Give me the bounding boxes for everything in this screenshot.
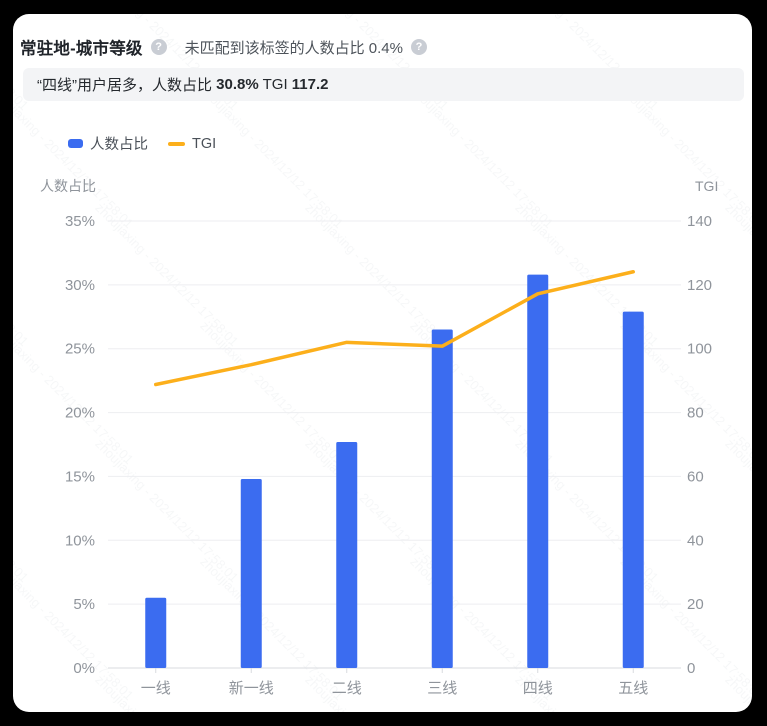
- bar-series-swatch-icon: [68, 139, 83, 148]
- question-mark-icon[interactable]: ?: [410, 39, 427, 55]
- legend-item-tgi[interactable]: TGI: [168, 136, 216, 152]
- unmatched-note: 未匹配到该标签的人数占比 0.4%: [184, 39, 403, 57]
- x-axis-label: 四线: [523, 680, 553, 697]
- bar-一线[interactable]: [145, 597, 167, 668]
- summary-text: “四线”用户居多，人数占比: [37, 77, 217, 94]
- summary-middle: TGI: [258, 76, 292, 93]
- dual-axis-chart[interactable]: 0% 0 5% 20 10% 40 15% 60 20% 80 25% 100 30% 120 35% 140…: [13, 14, 752, 712]
- question-mark-icon[interactable]: ?: [150, 39, 167, 55]
- left-axis-tick: 35%: [65, 213, 95, 230]
- summary-tgi: 117.2: [291, 76, 329, 93]
- left-axis-tick: 15%: [65, 468, 95, 485]
- x-axis-label: 二线: [332, 680, 362, 697]
- right-axis-tick: 100: [687, 341, 712, 358]
- left-axis-tick: 25%: [65, 341, 95, 358]
- right-axis-tick: 140: [687, 213, 712, 230]
- chart-legend: 人数占比 TGI: [68, 133, 216, 154]
- bar-四线[interactable]: [527, 274, 549, 668]
- bar-三线[interactable]: [431, 329, 453, 668]
- tgi-line[interactable]: [154, 270, 635, 387]
- bar-新一线[interactable]: [240, 478, 262, 668]
- left-axis-tick: 0%: [73, 660, 95, 677]
- right-axis-tick: 0: [687, 660, 695, 677]
- bar-五线[interactable]: [622, 311, 644, 668]
- x-axis-label: 一线: [141, 680, 171, 697]
- left-axis-tick: 5%: [73, 596, 95, 613]
- right-axis-tick: 60: [687, 468, 704, 485]
- bar-二线[interactable]: [336, 441, 358, 668]
- right-axis-tick: 80: [687, 405, 704, 422]
- left-axis-title: 人数占比: [40, 178, 96, 194]
- legend-label: TGI: [192, 135, 217, 152]
- card-header: 常驻地-城市等级 ? 未匹配到该标签的人数占比 0.4% ?: [20, 36, 427, 58]
- left-axis-tick: 30%: [65, 277, 95, 294]
- summary-value: 30.8%: [216, 76, 259, 93]
- line-series-swatch-icon: [168, 141, 185, 146]
- legend-label: 人数占比: [90, 137, 148, 153]
- page-title: 常驻地-城市等级: [20, 40, 143, 58]
- right-axis-tick: 20: [687, 596, 704, 613]
- right-axis-tick: 120: [687, 277, 712, 294]
- x-axis-label: 三线: [427, 680, 457, 697]
- legend-item-renshuzhanbi[interactable]: 人数占比: [68, 133, 148, 154]
- left-axis-tick: 20%: [65, 405, 95, 422]
- x-axis-label: 五线: [618, 680, 648, 697]
- right-axis-tick: 40: [687, 532, 704, 549]
- x-axis-label: 新一线: [229, 680, 274, 697]
- chart-card: zhoujiaxing - 2024/12/12 17:58:01 zhoujia…: [13, 14, 752, 712]
- left-axis-tick: 10%: [65, 532, 95, 549]
- summary-banner: “四线”用户居多，人数占比 30.8% TGI 117.2: [23, 68, 744, 101]
- right-axis-title: TGI: [695, 178, 718, 194]
